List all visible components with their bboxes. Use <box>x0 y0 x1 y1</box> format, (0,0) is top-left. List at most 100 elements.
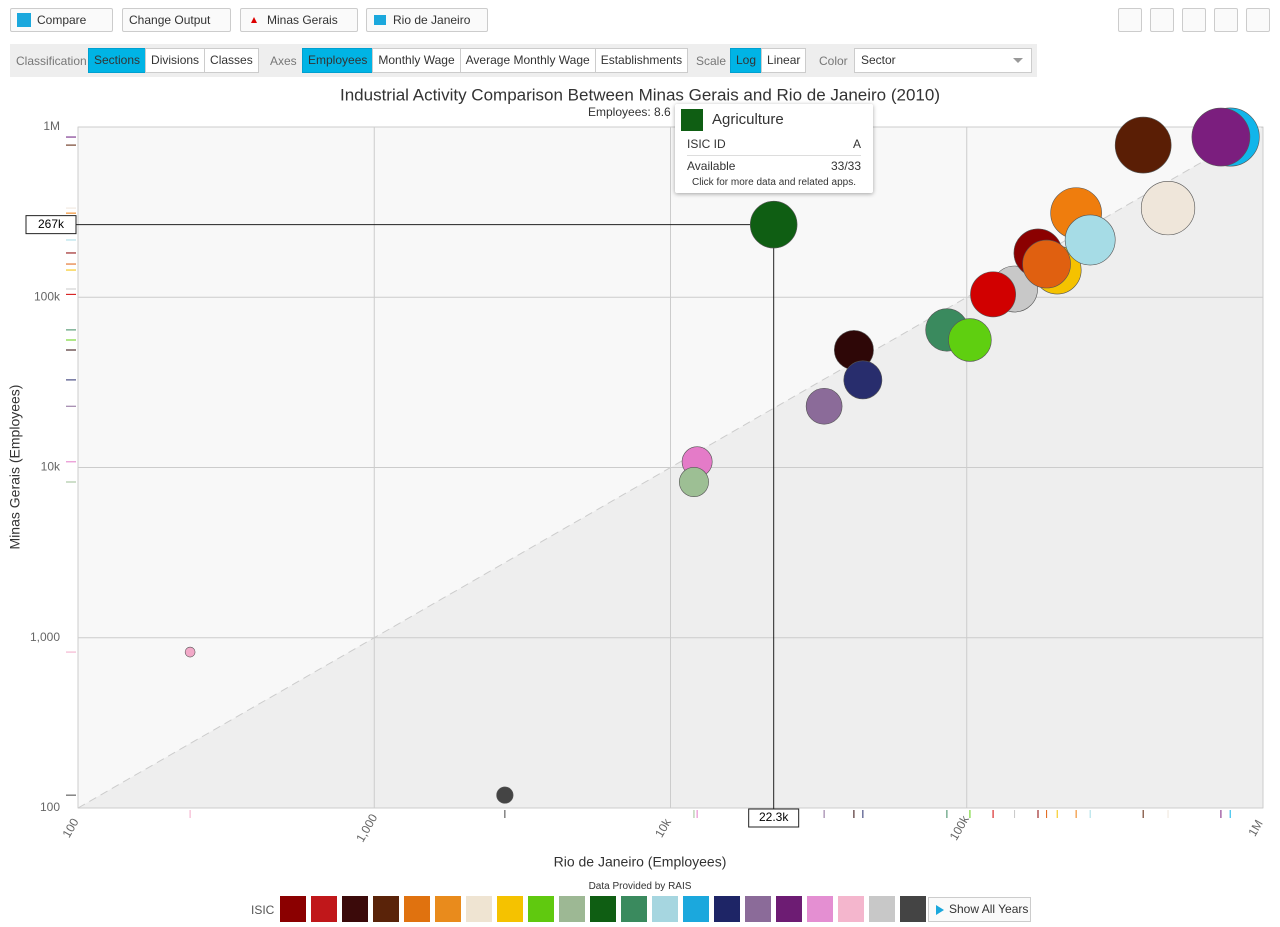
chart: Industrial Activity Comparison Between M… <box>7 85 1266 870</box>
option-button[interactable]: Divisions <box>145 48 206 73</box>
x-tick-label: 100k <box>947 812 973 842</box>
row-label: Available <box>687 159 736 173</box>
play-icon <box>936 905 944 915</box>
button-group: Sections Divisions Classes <box>88 48 259 73</box>
refresh-button[interactable] <box>1118 8 1142 32</box>
crosshair-label: 22.3k <box>759 810 789 824</box>
legend-icon[interactable] <box>900 896 926 922</box>
legend-icon[interactable] <box>528 896 554 922</box>
show-all-years-button[interactable]: Show All Years <box>928 897 1031 922</box>
legend-icon[interactable] <box>869 896 895 922</box>
bubble <box>749 200 798 249</box>
option-button[interactable]: Classes <box>204 48 259 73</box>
option-button[interactable]: Linear <box>761 48 807 73</box>
bubble <box>1114 116 1172 174</box>
legend-icon[interactable] <box>311 896 337 922</box>
button-group: Log Linear <box>730 48 807 73</box>
option-button[interactable]: Employees <box>302 48 374 73</box>
y-tick-label: 100k <box>34 289 61 303</box>
legend-icon[interactable] <box>342 896 368 922</box>
y-tick-label: 1,000 <box>30 630 60 644</box>
label: Compare <box>37 13 87 27</box>
star-button[interactable] <box>1182 8 1206 32</box>
legend-icon[interactable] <box>776 896 802 922</box>
legend-icon[interactable] <box>466 896 492 922</box>
legend-icon[interactable] <box>280 896 306 922</box>
chart-title: Industrial Activity Comparison Between M… <box>340 85 940 104</box>
bubble <box>805 387 843 425</box>
label: Minas Gerais <box>267 13 338 27</box>
legend-icon[interactable] <box>714 896 740 922</box>
compare-button[interactable]: Compare <box>10 8 113 32</box>
x-tick-label: 1,000 <box>353 811 380 844</box>
select-value: Sector <box>861 53 896 67</box>
legend-icon[interactable] <box>559 896 585 922</box>
crosshair-label-box <box>25 215 77 235</box>
crosshair-label-box <box>748 808 800 828</box>
row-value: A <box>852 137 861 151</box>
label: Show All Years <box>949 902 1029 916</box>
x-tick-label: 10k <box>652 815 674 840</box>
legend-icon[interactable] <box>745 896 771 922</box>
bubble <box>1064 214 1116 266</box>
legend-icon[interactable] <box>497 896 523 922</box>
legend-icon[interactable] <box>404 896 430 922</box>
option-button[interactable]: Monthly Wage <box>372 48 461 73</box>
change-output-button[interactable]: Change Output <box>122 8 231 32</box>
option-button[interactable]: Average Monthly Wage <box>459 48 596 73</box>
color-select[interactable]: Sector <box>854 48 1032 73</box>
legend-icon[interactable] <box>652 896 678 922</box>
save-button[interactable] <box>1150 8 1174 32</box>
legend-icon[interactable] <box>435 896 461 922</box>
tooltip-note: Click for more data and related apps. <box>692 177 856 188</box>
option-button[interactable]: Establishments <box>594 48 689 73</box>
bubble <box>1022 239 1071 289</box>
bubble <box>496 786 514 804</box>
caret <box>1013 58 1023 63</box>
legend-icon[interactable] <box>621 896 647 922</box>
source-note: Data Provided by RAIS <box>588 881 692 892</box>
label: Rio de Janeiro <box>393 13 471 27</box>
location-button[interactable]: Minas Gerais <box>240 8 358 32</box>
bubble <box>970 271 1016 318</box>
bubble <box>679 467 709 497</box>
bubble <box>184 646 196 658</box>
legend-icon[interactable] <box>590 896 616 922</box>
option-button[interactable]: Sections <box>88 48 147 73</box>
control-label: Color <box>819 54 848 68</box>
bubble <box>1191 107 1251 167</box>
settings-button[interactable] <box>1246 8 1270 32</box>
legend-icon[interactable] <box>683 896 709 922</box>
control-label: Scale <box>696 54 727 68</box>
legend-icon[interactable] <box>807 896 833 922</box>
legend-label: ISIC <box>251 903 275 917</box>
y-axis-label: Minas Gerais (Employees) <box>7 385 23 550</box>
y-tick-label: 100 <box>40 800 60 814</box>
crosshair-label: 267k <box>38 217 65 231</box>
x-axis-label: Rio de Janeiro (Employees) <box>554 854 727 870</box>
x-tick-label: 1M <box>1245 817 1265 838</box>
y-tick-label: 1M <box>43 119 60 133</box>
legend-icon[interactable] <box>373 896 399 922</box>
legend-icon[interactable] <box>838 896 864 922</box>
bubble <box>948 318 992 362</box>
bubble <box>843 360 883 400</box>
bubble <box>1140 180 1196 236</box>
button-group: Employees Monthly Wage Average Monthly Wag… <box>302 48 689 73</box>
row-value: 33/33 <box>830 159 861 173</box>
icon <box>374 15 386 25</box>
tooltip-title: Agriculture <box>712 111 784 128</box>
control-label: Axes <box>270 54 297 68</box>
y-tick-label: 10k <box>41 460 61 474</box>
location-button[interactable]: Rio de Janeiro <box>366 8 488 32</box>
tooltip: Agriculture ISIC ID A Available 33/33 Clic… <box>675 104 873 193</box>
option-button[interactable]: Log <box>730 48 763 73</box>
chart-subtitle: Employees: 8.6 <box>588 105 671 119</box>
row-label: ISIC ID <box>687 137 726 151</box>
icon <box>251 17 257 23</box>
tooltip-row: ISIC ID A <box>687 137 861 156</box>
help-button[interactable] <box>1214 8 1238 32</box>
icon <box>17 13 31 27</box>
tooltip-icon <box>681 109 703 131</box>
